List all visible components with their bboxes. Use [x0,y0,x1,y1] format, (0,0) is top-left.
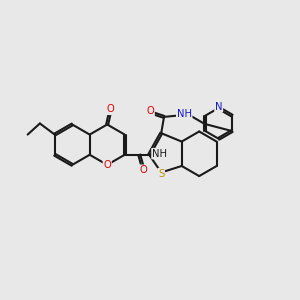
Text: O: O [139,165,147,175]
Text: O: O [103,160,111,170]
Text: NH: NH [177,110,192,119]
Text: N: N [215,101,223,112]
Text: O: O [107,104,114,114]
Text: S: S [158,169,164,178]
Text: O: O [146,106,154,116]
Text: NH: NH [152,148,167,159]
